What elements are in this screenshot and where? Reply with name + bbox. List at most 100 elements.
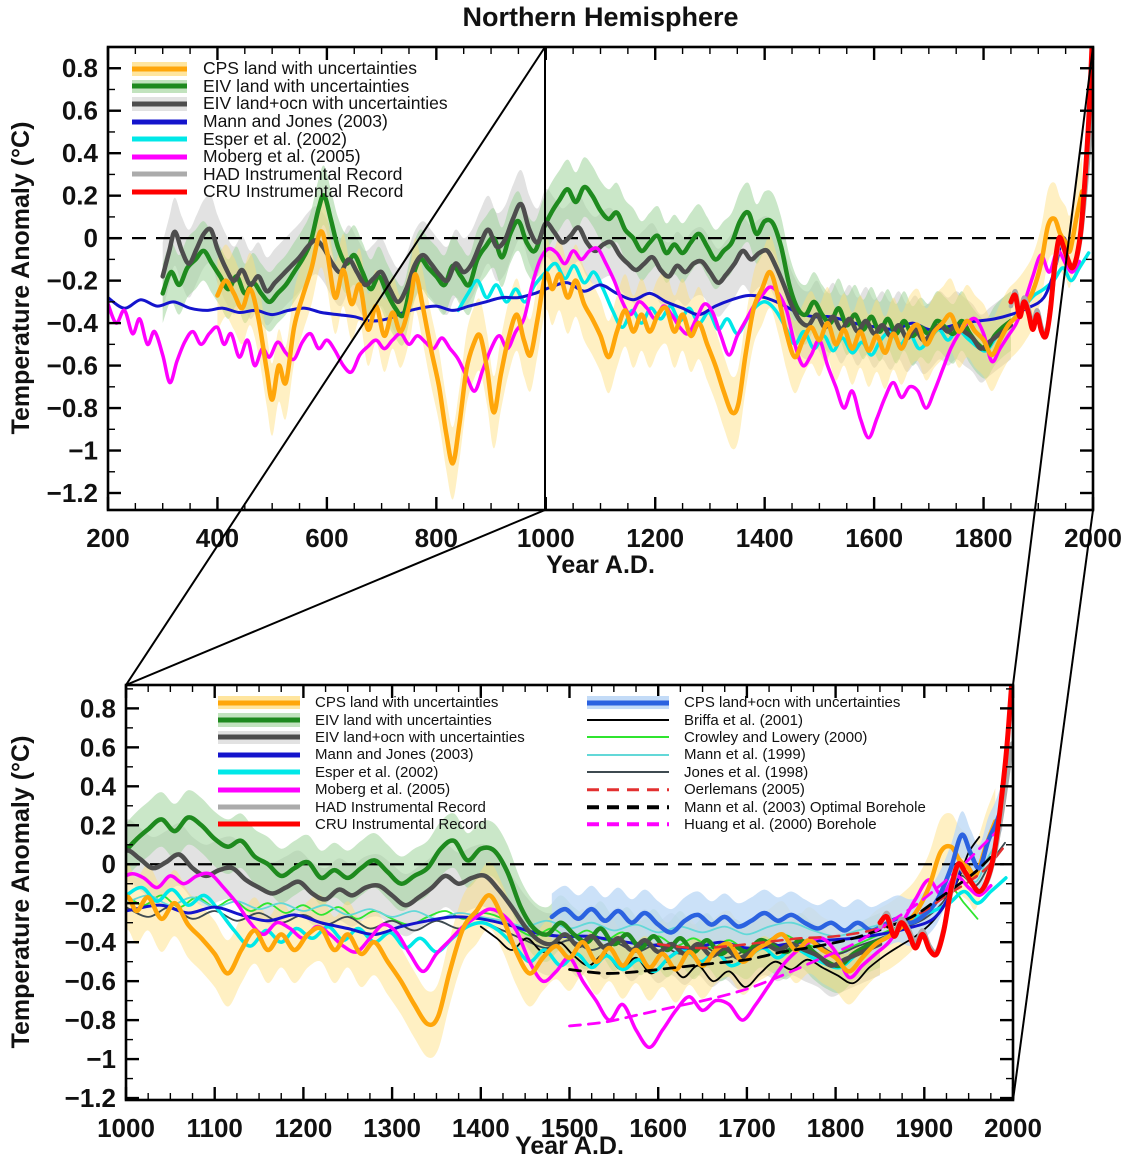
x-tick-label: 1600 [845,523,903,553]
legend-item: Crowley and Lowery (2000) [587,729,926,746]
legend-swatch-line [218,711,300,728]
legend-item: Mann et al. (2003) Optimal Borehole [587,798,926,816]
legend-label: EIV land with uncertainties [203,75,410,96]
legend-line [587,787,669,792]
legend-label: EIV land+ocn with uncertainties [315,728,525,746]
legend-item: Briffa et al. (2001) [587,711,926,729]
legend-label: Jones et al. (1998) [684,763,809,781]
y-tick-label: −0.8 [65,1005,116,1035]
legend-label: Crowley and Lowery (2000) [684,728,868,746]
x-tick-label: 1800 [807,1113,865,1143]
x-tick-label: 1900 [895,1113,953,1143]
series-briffa [479,836,981,988]
y-tick-label: 0.8 [62,53,98,83]
x-tick-label: 2000 [984,1113,1042,1143]
legend-label: EIV land+ocn with uncertainties [203,93,448,114]
legend-swatch-line [587,711,669,728]
legend-item: Esper et al. (2002) [218,764,525,781]
legend-item: Esper et al. (2002) [132,129,448,149]
legend-item: Oerlemans (2005) [587,781,926,798]
legend-item: CPS land+ocn with uncertainties [587,694,926,711]
legend-line [587,822,669,827]
legend-line [218,700,300,706]
legend-item: Jones et al. (1998) [587,764,926,781]
legend-line [132,66,187,72]
y-tick-label: −0.2 [65,888,116,918]
legend-swatch-line [218,816,300,833]
legend-line [132,171,187,177]
y-tick-label: −0.4 [65,927,117,957]
y-tick-label: 0.6 [80,732,116,762]
y-tick-label: 0.2 [62,181,98,211]
x-tick-label: 1000 [517,523,575,553]
series-cru [1008,47,1093,340]
y-tick-label: −0.8 [47,393,98,423]
x-tick-label: 1400 [736,523,794,553]
legend-label: CRU Instrumental Record [315,815,487,833]
x-tick-label: 1100 [186,1113,242,1143]
legend-swatch-line [587,694,669,711]
x-tick-label: 1200 [274,1113,332,1143]
legend-swatch-line [132,130,187,148]
y-tick-label: −0.6 [65,966,116,996]
legend-item: EIV land+ocn with uncertainties [132,93,448,114]
x-tick-label: 400 [196,523,239,553]
legend-line [587,805,669,809]
y-tick-label: 0.2 [80,810,116,840]
y-tick-label: −1 [68,436,98,466]
legend-swatch-line [132,148,187,166]
y-tick-label: −1.2 [47,478,98,508]
x-axis-label-bottom: Year A.D. [515,1132,624,1160]
legend-label: CPS land with uncertainties [203,58,417,79]
legend-item: Moberg et al. (2005) [218,781,525,798]
legend-label: HAD Instrumental Record [203,163,403,184]
x-tick-label: 1600 [629,1113,687,1143]
legend-line [218,717,300,723]
legend-label: Mann et al. (1999) [684,746,806,764]
legend-item: EIV land with uncertainties [132,75,448,96]
y-tick-label: 0.4 [80,771,117,801]
zoom-connector-line [1012,509,1094,1101]
legend-swatch-line [132,166,187,184]
series-eiv_land [160,184,1014,352]
x-tick-label: 1200 [626,523,684,553]
legend-line [132,189,187,195]
chart-title: Northern Hemisphere [462,2,739,32]
y-tick-label: −0.6 [47,351,98,381]
band-eiv_land [126,790,880,994]
legend-line [132,101,187,107]
legend-label: Mann and Jones (2003) [203,111,388,132]
y-tick-label: 0 [84,223,98,253]
legend-line [218,787,300,793]
legend-item: CPS land with uncertainties [218,694,525,711]
legend-swatch-line [587,746,669,763]
legend-swatch-line [218,729,300,746]
legend-swatch-dashed-line [587,781,669,798]
legend-item: HAD Instrumental Record [218,798,525,816]
legend-label: Huang et al. (2000) Borehole [684,815,877,833]
legend-bottom-left: CPS land with uncertainties EIV land with… [218,694,525,833]
legend-bottom-right: CPS land+ocn with uncertainties Briffa et… [587,694,926,833]
legend-label: Mann et al. (2003) Optimal Borehole [684,798,926,816]
legend-swatch-line [132,78,187,96]
x-tick-label: 600 [305,523,348,553]
x-tick-label: 1300 [363,1113,421,1143]
panel-top-tick-labels: 200 400 600 800 1000 1200 1400 1600 1800 2000 0.8 0… [47,53,1121,553]
legend-item: Mann et al. (1999) [587,746,926,763]
panel-bottom: 1000 1100 1200 1300 1400 1500 1600 1700 1800 1900… [65,683,1042,1143]
series-cps_land [126,819,998,1028]
y-tick-label: 0.8 [80,693,116,723]
legend-label: CPS land with uncertainties [315,694,499,712]
panel-top: 200 400 600 800 1000 1200 1400 1600 1800 2000 0.8 0… [47,45,1121,553]
series-cps_landocn [549,803,1005,935]
x-tick-label: 1700 [718,1113,776,1143]
legend-line [132,136,187,142]
legend-label: CRU Instrumental Record [203,181,404,202]
legend-swatch-dashed-line [587,798,669,815]
legend-swatch-line [587,729,669,746]
band-cps_land [217,155,1083,500]
zoom-connector-line [125,509,546,686]
series-cru [877,685,1013,958]
